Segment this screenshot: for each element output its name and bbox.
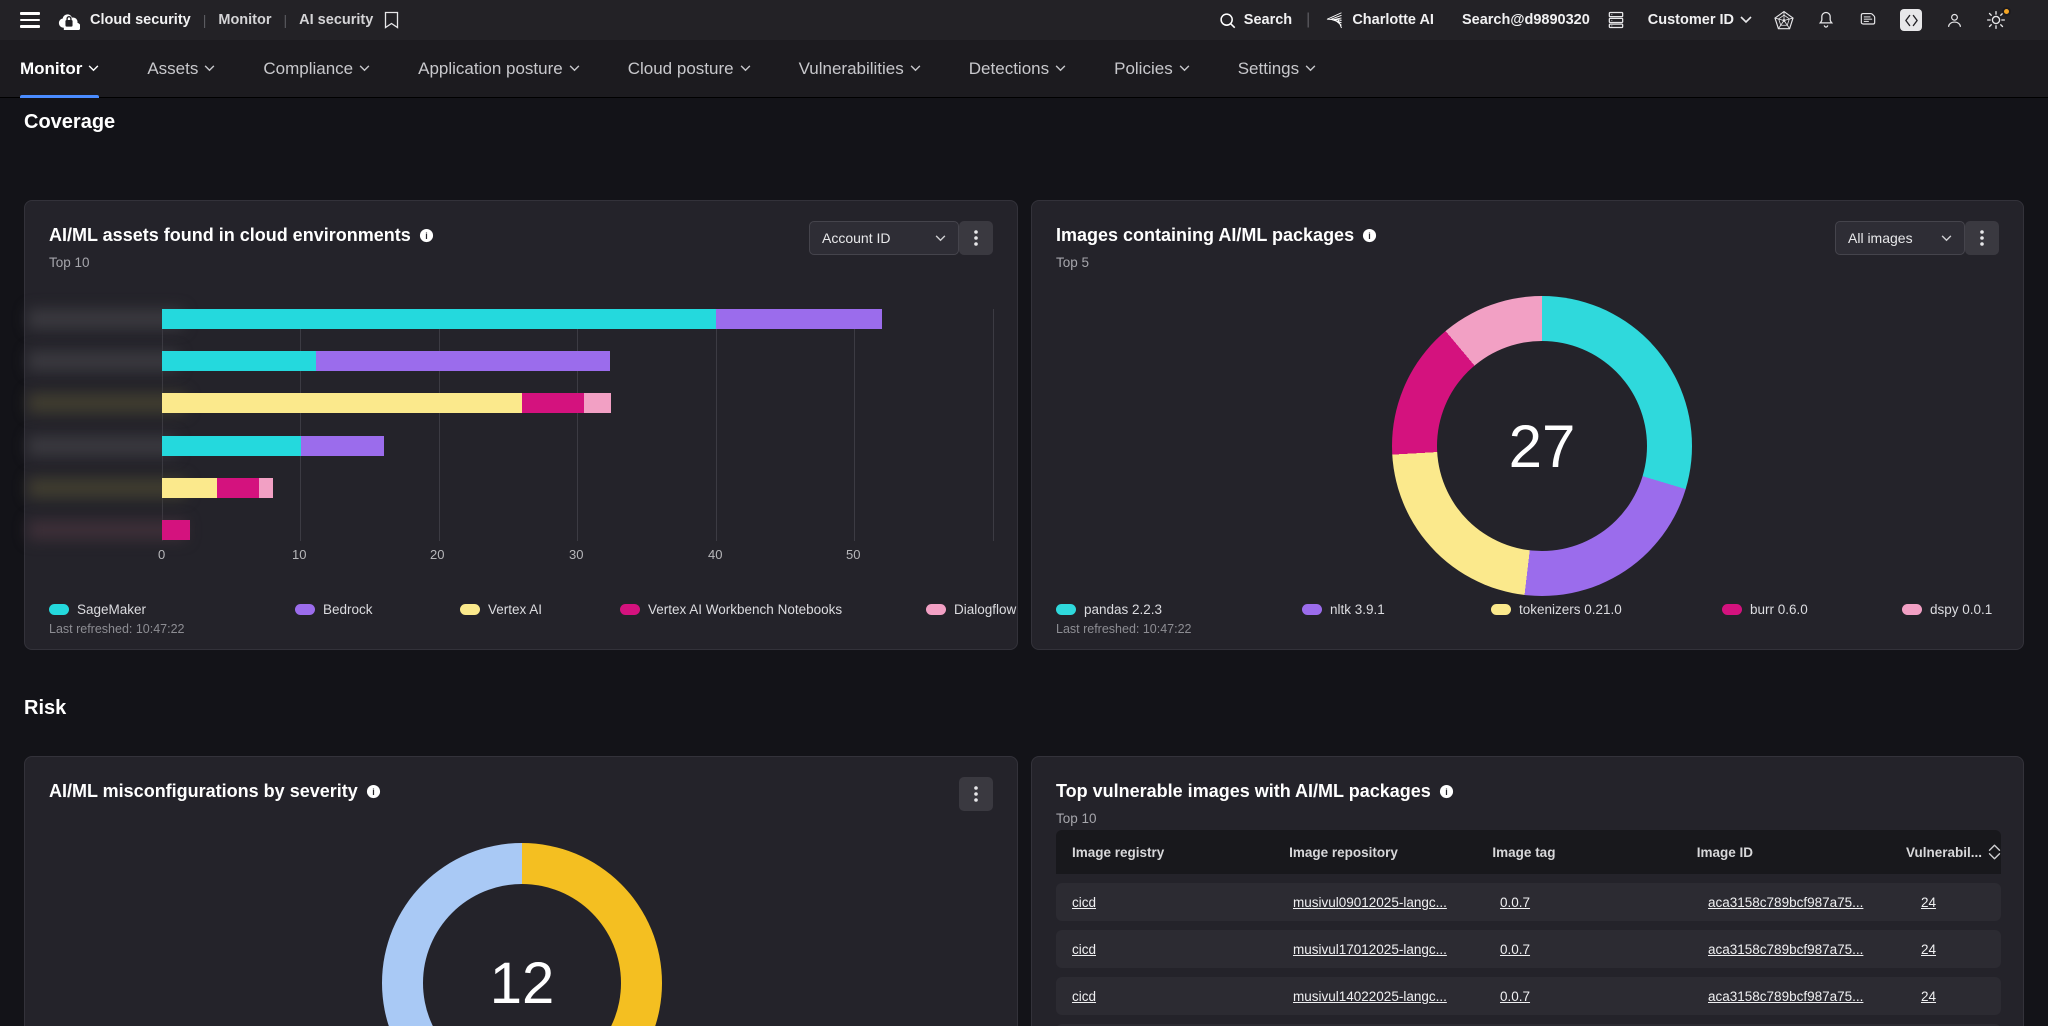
svg-text:i: i [425,231,427,241]
svg-text:i: i [1445,787,1447,797]
svg-text:i: i [372,787,374,797]
svg-text:i: i [1368,231,1370,241]
